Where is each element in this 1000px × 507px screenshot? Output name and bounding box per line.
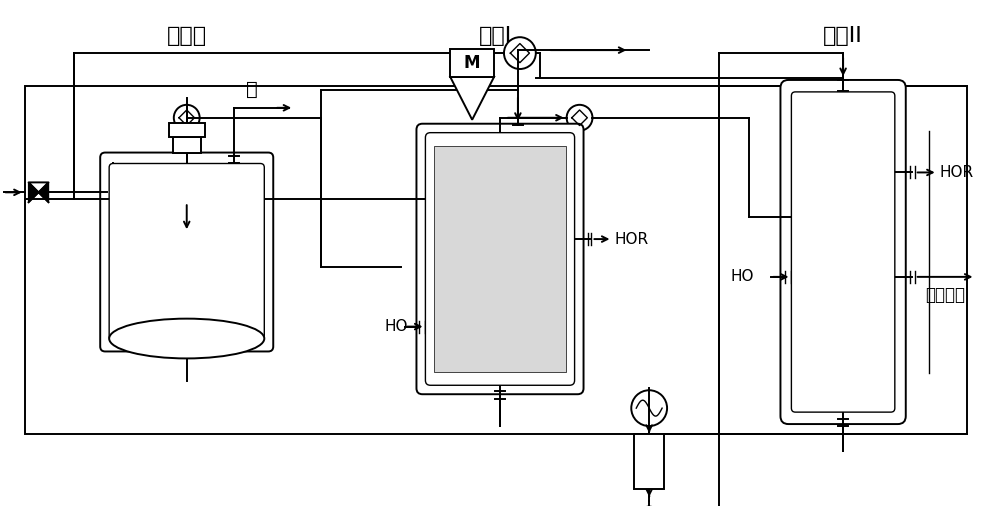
FancyBboxPatch shape — [425, 133, 575, 385]
FancyBboxPatch shape — [791, 92, 895, 412]
Bar — [434, 146, 566, 372]
Bar — [450, 49, 494, 77]
Text: 粗丙交酯: 粗丙交酯 — [926, 286, 966, 304]
Text: 预聚釜: 预聚釜 — [167, 26, 207, 46]
Text: HO: HO — [731, 269, 754, 284]
Text: HO: HO — [385, 319, 408, 334]
Ellipse shape — [109, 318, 264, 358]
Bar — [25, 86, 967, 434]
Text: 水: 水 — [246, 81, 258, 99]
FancyBboxPatch shape — [100, 153, 273, 351]
Text: 解聚II: 解聚II — [823, 26, 863, 46]
Text: HOR: HOR — [940, 165, 974, 180]
FancyBboxPatch shape — [780, 80, 906, 424]
Text: HOR: HOR — [614, 232, 648, 246]
FancyBboxPatch shape — [109, 163, 264, 341]
Polygon shape — [450, 77, 494, 120]
Polygon shape — [39, 183, 48, 202]
Bar — [634, 434, 664, 489]
Text: 解聚I: 解聚I — [478, 26, 512, 46]
Text: M: M — [464, 54, 480, 72]
Polygon shape — [29, 183, 39, 202]
Bar — [173, 137, 201, 153]
Bar — [169, 123, 205, 137]
FancyBboxPatch shape — [416, 124, 584, 394]
